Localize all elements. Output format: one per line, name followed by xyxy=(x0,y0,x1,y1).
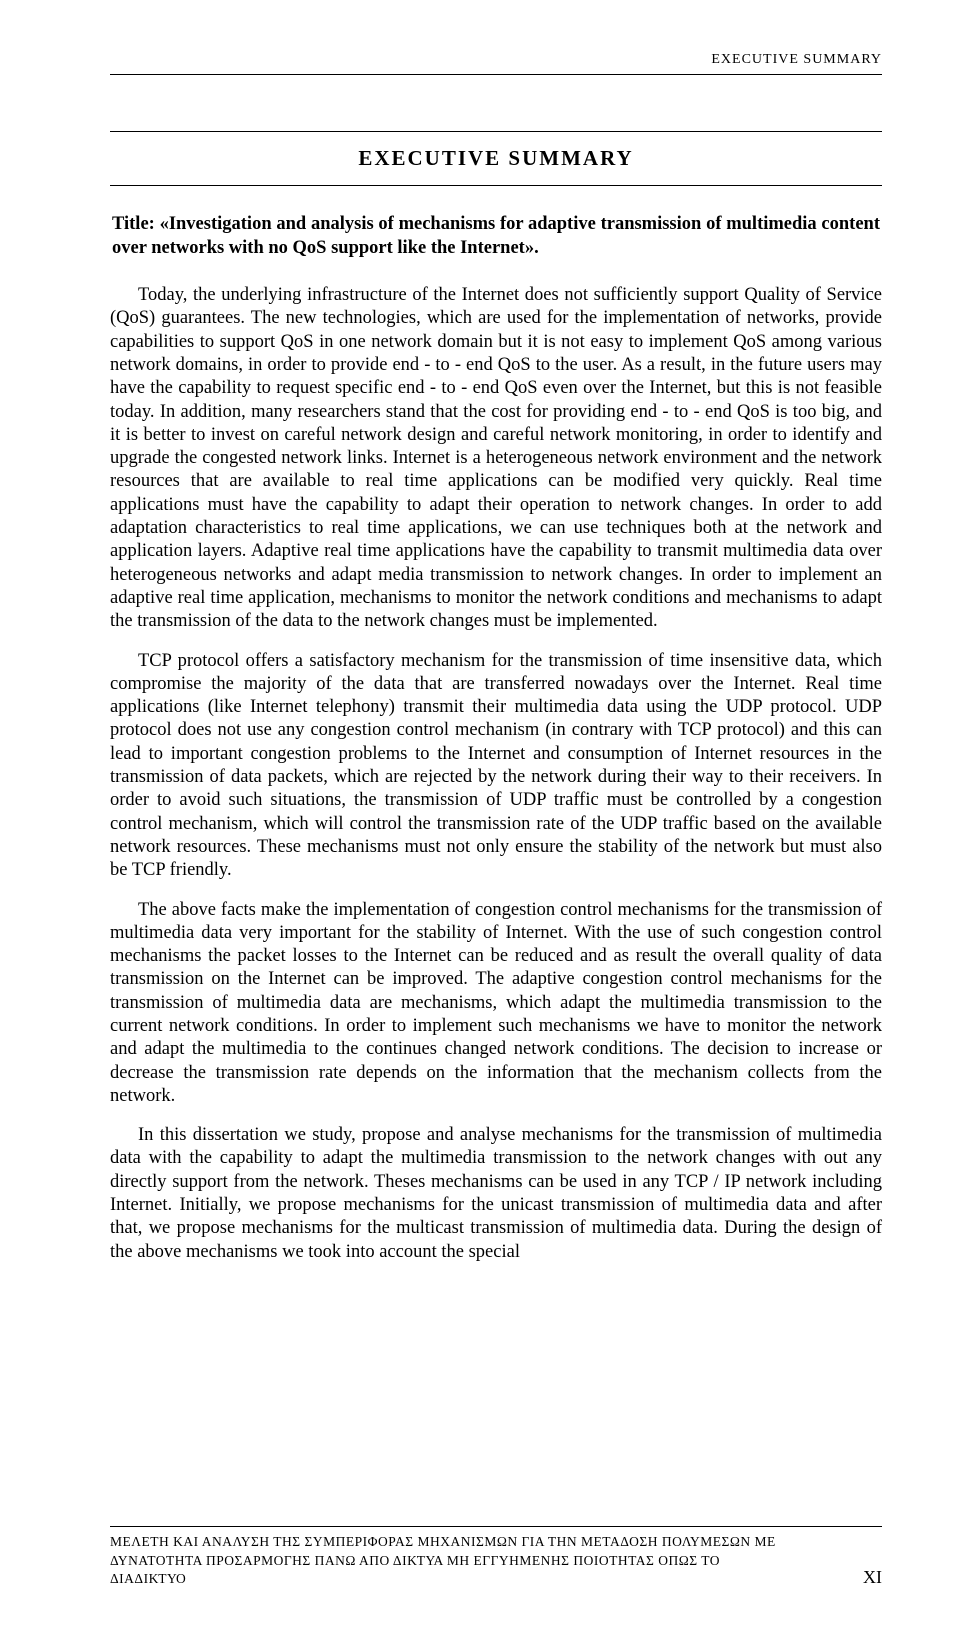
section-title: EXECUTIVE SUMMARY xyxy=(110,146,882,171)
running-header: EXECUTIVE SUMMARY xyxy=(110,52,882,68)
header-rule xyxy=(110,74,882,75)
footer-text-line: ΔΙΑΔΙΚΤΥΟ xyxy=(110,1570,882,1588)
page-number: XI xyxy=(863,1567,882,1588)
document-title: Title: «Investigation and analysis of me… xyxy=(110,212,882,260)
footer-text-line: ΔΥΝΑΤΟΤΗΤΑ ΠΡΟΣΑΡΜΟΓΗΣ ΠΑΝΩ ΑΠΟ ΔΙΚΤΥΑ Μ… xyxy=(110,1552,882,1570)
section-title-rule-bottom xyxy=(110,185,882,186)
section-title-rule-top xyxy=(110,131,882,132)
body-paragraph: TCP protocol offers a satisfactory mecha… xyxy=(110,650,882,883)
page-footer: ΜΕΛΕΤΗ ΚΑΙ ΑΝΑΛΥΣΗ ΤΗΣ ΣΥΜΠΕΡΙΦΟΡΑΣ ΜΗΧΑ… xyxy=(110,1526,882,1588)
body-paragraph: Today, the underlying infrastructure of … xyxy=(110,284,882,633)
body-paragraph: The above facts make the implementation … xyxy=(110,899,882,1109)
footer-rule xyxy=(110,1526,882,1527)
body-paragraph: In this dissertation we study, propose a… xyxy=(110,1124,882,1264)
footer-text-line: ΜΕΛΕΤΗ ΚΑΙ ΑΝΑΛΥΣΗ ΤΗΣ ΣΥΜΠΕΡΙΦΟΡΑΣ ΜΗΧΑ… xyxy=(110,1533,882,1551)
